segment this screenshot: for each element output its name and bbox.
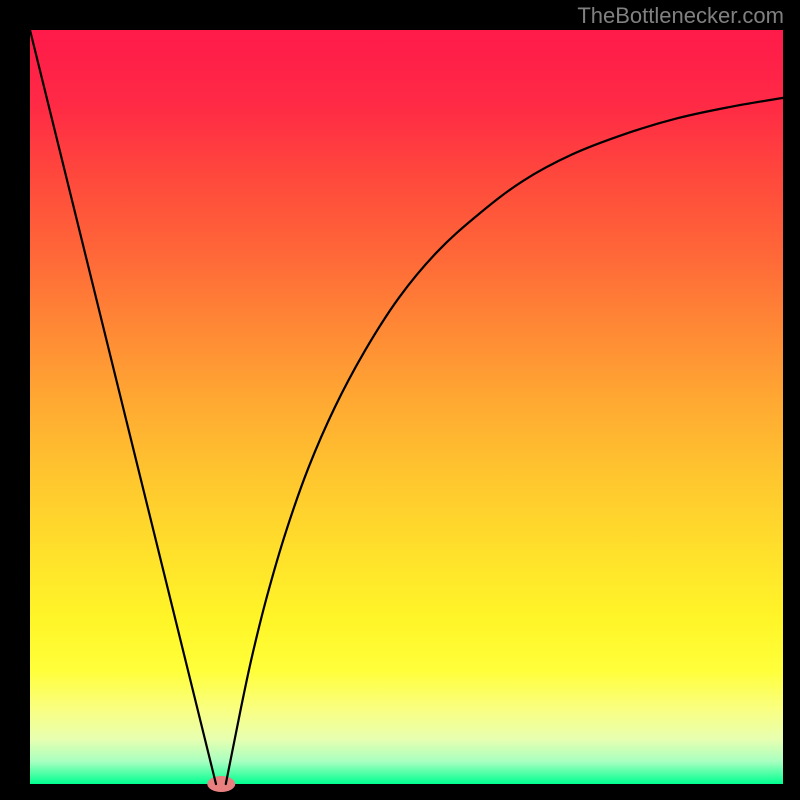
chart-container: TheBottlenecker.com — [0, 0, 800, 800]
min-marker — [207, 776, 235, 792]
watermark-text: TheBottlenecker.com — [577, 3, 784, 29]
plot-background — [30, 30, 783, 784]
bottleneck-chart — [0, 0, 800, 800]
